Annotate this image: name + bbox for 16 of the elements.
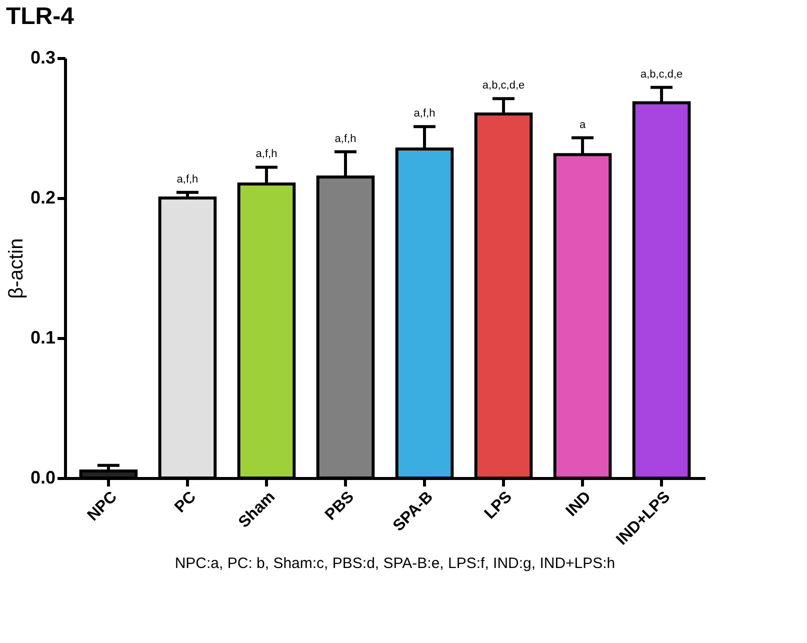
- x-tick-label: PC: [172, 488, 200, 516]
- annotation: a,b,c,d,e: [640, 68, 683, 80]
- y-tick-label: 0.1: [30, 328, 56, 348]
- text: NPC:a, PC: b, Sham:c, PBS:d, SPA-B:e, LPS:f, IND:g, IND+LPS:h: [174, 555, 616, 572]
- chart-title: TLR-4: [6, 3, 75, 30]
- annotation: a,f,h: [256, 148, 278, 160]
- x-tick-label: IND: [563, 488, 595, 520]
- y-tick-label: 0.2: [30, 188, 56, 208]
- y-tick-label: 0.0: [30, 468, 56, 488]
- annotation: a: [579, 118, 586, 131]
- annotation: a,b,c,d,e: [482, 80, 525, 92]
- annotation: a,f,h: [334, 132, 356, 145]
- y-tick-label: 0.3: [30, 48, 56, 68]
- annotation: a,f,h: [176, 173, 198, 186]
- annotation: a,f,h: [414, 108, 436, 120]
- y-axis-title: β-actin: [5, 238, 28, 299]
